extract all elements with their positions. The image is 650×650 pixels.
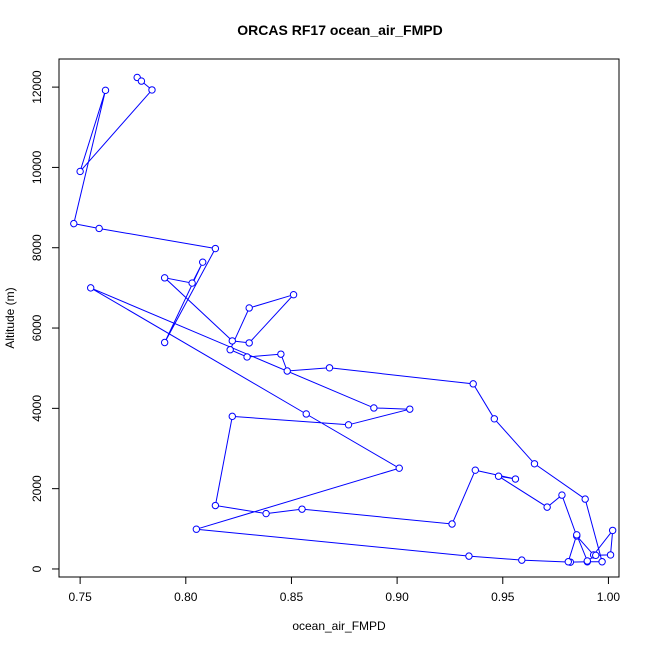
data-point [70, 219, 78, 228]
data-point [137, 77, 146, 85]
data-point [344, 421, 353, 429]
data-point [543, 503, 551, 511]
y-axis: 0 2000 4000 6000 8000 10000 12000 [30, 70, 60, 572]
data-point [226, 346, 234, 354]
series-layer [70, 73, 617, 566]
data-point [86, 284, 95, 292]
y-axis-label: Altitude (m) [3, 287, 17, 348]
data-point [148, 86, 156, 94]
data-point [228, 412, 236, 421]
data-point [101, 86, 110, 95]
data-point [277, 350, 285, 358]
x-tick-label: 0.75 [68, 590, 92, 604]
data-point [95, 224, 103, 233]
data-point [395, 464, 403, 472]
data-point [298, 505, 306, 513]
data-point [198, 258, 207, 266]
data-point [262, 509, 270, 518]
data-point [228, 337, 236, 345]
data-point [606, 551, 615, 559]
data-point [583, 557, 592, 565]
series-line [73, 77, 614, 563]
data-point [469, 380, 477, 388]
y-tick-label: 8000 [30, 234, 44, 261]
data-point [76, 167, 84, 176]
y-tick-label: 4000 [30, 395, 44, 422]
y-tick-label: 2000 [30, 475, 44, 502]
data-point [243, 353, 251, 361]
data-point [511, 475, 520, 483]
y-tick-label: 10000 [30, 150, 44, 184]
data-point [188, 279, 196, 287]
data-point [325, 364, 334, 372]
data-point [581, 495, 589, 503]
data-point [211, 244, 220, 253]
data-point [592, 551, 600, 560]
data-point [370, 404, 378, 412]
data-point [245, 304, 253, 312]
data-point [283, 367, 291, 375]
x-tick-label: 0.80 [174, 590, 198, 604]
data-point [160, 338, 169, 347]
x-tick-label: 0.95 [491, 590, 515, 604]
data-point [471, 466, 480, 474]
data-point [465, 552, 473, 560]
y-tick-label: 6000 [30, 314, 44, 341]
data-point [245, 339, 253, 347]
y-tick-label: 12000 [30, 70, 44, 104]
data-point [518, 556, 526, 564]
chart-title: ORCAS RF17 ocean_air_FMPD [237, 22, 442, 38]
data-point [573, 531, 581, 539]
data-point [160, 274, 169, 282]
data-point [302, 410, 310, 418]
data-point [406, 405, 414, 413]
y-tick-label: 0 [30, 565, 44, 572]
x-axis: 0.75 0.80 0.85 0.90 0.95 1.00 [68, 576, 621, 604]
x-tick-label: 0.90 [385, 590, 409, 604]
data-point [192, 525, 201, 533]
data-point [564, 558, 572, 566]
x-axis-label: ocean_air_FMPD [292, 619, 386, 633]
x-tick-label: 1.00 [597, 590, 621, 604]
data-point [558, 491, 566, 499]
data-point [448, 520, 456, 528]
data-point [494, 472, 503, 480]
data-point [289, 291, 298, 299]
data-point [598, 558, 606, 566]
x-tick-label: 0.85 [280, 590, 304, 604]
data-point [490, 415, 499, 423]
data-point [608, 526, 617, 535]
data-point [211, 501, 220, 510]
data-point [530, 460, 539, 468]
